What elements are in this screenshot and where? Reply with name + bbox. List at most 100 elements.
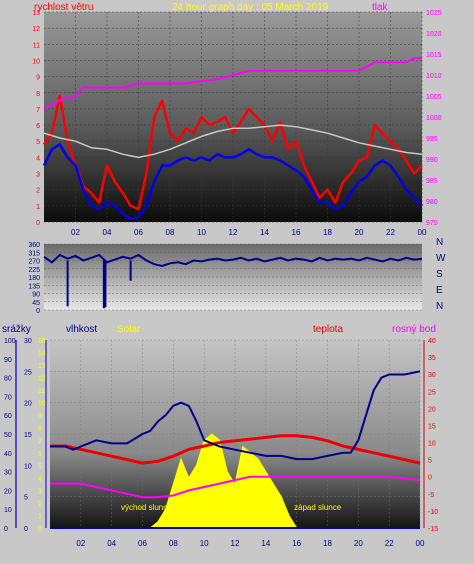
pressure-tick-label: 1000 <box>426 115 442 122</box>
wind-pressure-chart: 0123456789101112139759809859909951000100… <box>32 10 441 237</box>
solar-tick-label: 14 <box>38 351 46 358</box>
bottom-time-tick-label: 10 <box>200 539 209 548</box>
humidity-axis-label: vlhkost <box>66 324 97 335</box>
rain-tick-label: 70 <box>4 394 12 401</box>
bottom-time-tick-label: 20 <box>354 539 363 548</box>
bottom-time-tick-label: 08 <box>169 539 178 548</box>
solar-tick-label: 2 <box>38 501 42 508</box>
time-tick-label: 18 <box>323 228 332 237</box>
bottom-time-tick-label: 06 <box>138 539 147 548</box>
bottom-time-tick-label: 00 <box>416 539 425 548</box>
bottom-time-tick-label: 22 <box>385 539 394 548</box>
rain-tick-label: 20 <box>4 488 12 495</box>
humidity-tick-label: 25 <box>24 369 32 376</box>
humidity-tick-label: 10 <box>24 463 32 470</box>
pressure-tick-label: 1010 <box>426 73 442 80</box>
wind-axis-label: rychlost větru <box>34 2 93 13</box>
rain-tick-label: 80 <box>4 376 12 383</box>
pressure-tick-label: 995 <box>426 136 438 143</box>
direction-tick-label: 225 <box>28 267 40 274</box>
pressure-line <box>43 57 422 110</box>
temperature-tick-label: -5 <box>428 492 434 499</box>
temperature-tick-label: 35 <box>428 355 436 362</box>
rain-axis-label: srážky <box>2 324 31 335</box>
pressure-tick-label: 975 <box>426 220 438 227</box>
temperature-line <box>50 434 421 465</box>
pressure-tick-label: 1025 <box>426 10 442 17</box>
direction-tick-label: 45 <box>32 300 40 307</box>
rain-tick-label: 50 <box>4 432 12 439</box>
wind-speed-line <box>42 94 423 211</box>
wind-tick-label: 13 <box>32 10 40 17</box>
solar-tick-label: 11 <box>38 388 45 395</box>
sunset-annotation: západ slunce <box>294 503 342 512</box>
wind-tick-label: 3 <box>36 172 40 179</box>
solar-tick-label: 1 <box>38 513 42 520</box>
rain-tick-label: 30 <box>4 470 12 477</box>
temperature-tick-label: 10 <box>428 441 436 448</box>
solar-tick-label: 10 <box>38 401 46 408</box>
wind-tick-label: 7 <box>36 107 40 114</box>
wind-tick-label: 9 <box>36 75 40 82</box>
pressure-tick-label: 1005 <box>426 94 442 101</box>
humidity-line <box>50 370 421 461</box>
temperature-tick-label: 40 <box>428 338 436 345</box>
humidity-tick-label: 15 <box>24 432 32 439</box>
compass-label: W <box>436 253 446 264</box>
time-tick-label: 06 <box>134 228 143 237</box>
temperature-tick-label: 0 <box>428 475 432 482</box>
bottom-time-tick-label: 16 <box>292 539 301 548</box>
time-tick-label: 10 <box>197 228 206 237</box>
bottom-time-tick-label: 02 <box>76 539 85 548</box>
dewpoint-line <box>50 475 421 499</box>
pressure-tick-label: 1020 <box>426 31 442 38</box>
wind-tick-label: 12 <box>32 26 40 33</box>
rain-tick-label: 100 <box>4 338 16 345</box>
temperature-tick-label: 5 <box>428 458 432 465</box>
humidity-tick-label: 0 <box>24 526 28 533</box>
rain-tick-label: 40 <box>4 451 12 458</box>
solar-tick-label: 9 <box>38 413 42 420</box>
direction-tick-label: 90 <box>32 292 40 299</box>
time-tick-label: 16 <box>292 228 301 237</box>
solar-axis-label: Solar <box>117 324 141 335</box>
wind-mean-line <box>42 143 423 221</box>
time-tick-label: 12 <box>229 228 238 237</box>
temperature-tick-label: 15 <box>428 423 436 430</box>
temperature-tick-label: 20 <box>428 406 436 413</box>
solar-tick-label: 6 <box>38 451 42 458</box>
pressure-tick-label: 990 <box>426 157 438 164</box>
solar-tick-label: 15 <box>38 338 46 345</box>
compass-label: N <box>436 237 443 248</box>
bottom-time-tick-label: 14 <box>261 539 270 548</box>
rain-tick-label: 60 <box>4 413 12 420</box>
wind-tick-label: 0 <box>36 220 40 227</box>
direction-tick-label: 135 <box>28 283 40 290</box>
humidity-tick-label: 5 <box>24 495 28 502</box>
bottom-time-tick-label: 12 <box>231 539 240 548</box>
solar-tick-label: 4 <box>38 476 42 483</box>
dewpoint-axis-label: rosný bod <box>392 324 436 335</box>
temperature-humidity-chart: 02 04 06 08 10 12 14 16 18 20 22 000102030405060708… <box>4 338 438 548</box>
solar-tick-label: 8 <box>38 426 42 433</box>
rain-tick-label: 10 <box>4 507 12 514</box>
pressure-axis-label: tlak <box>372 2 389 13</box>
compass-label: E <box>436 285 443 296</box>
wind-tick-label: 10 <box>32 58 40 65</box>
solar-tick-label: 5 <box>38 463 42 470</box>
direction-tick-label: 0 <box>36 308 40 315</box>
chart-title: 24 hour graph day : 05 March 2019 <box>172 2 329 13</box>
sunrise-annotation: východ slunce <box>121 503 172 512</box>
pressure-tick-label: 980 <box>426 199 438 206</box>
direction-tick-label: 180 <box>28 275 40 282</box>
solar-tick-label: 7 <box>38 438 42 445</box>
solar-tick-label: 0 <box>38 526 42 533</box>
time-tick-label: 04 <box>103 228 112 237</box>
solar-tick-label: 3 <box>38 488 42 495</box>
time-tick-label: 08 <box>166 228 175 237</box>
time-tick-label: 20 <box>355 228 364 237</box>
wind-tick-label: 8 <box>36 91 40 98</box>
